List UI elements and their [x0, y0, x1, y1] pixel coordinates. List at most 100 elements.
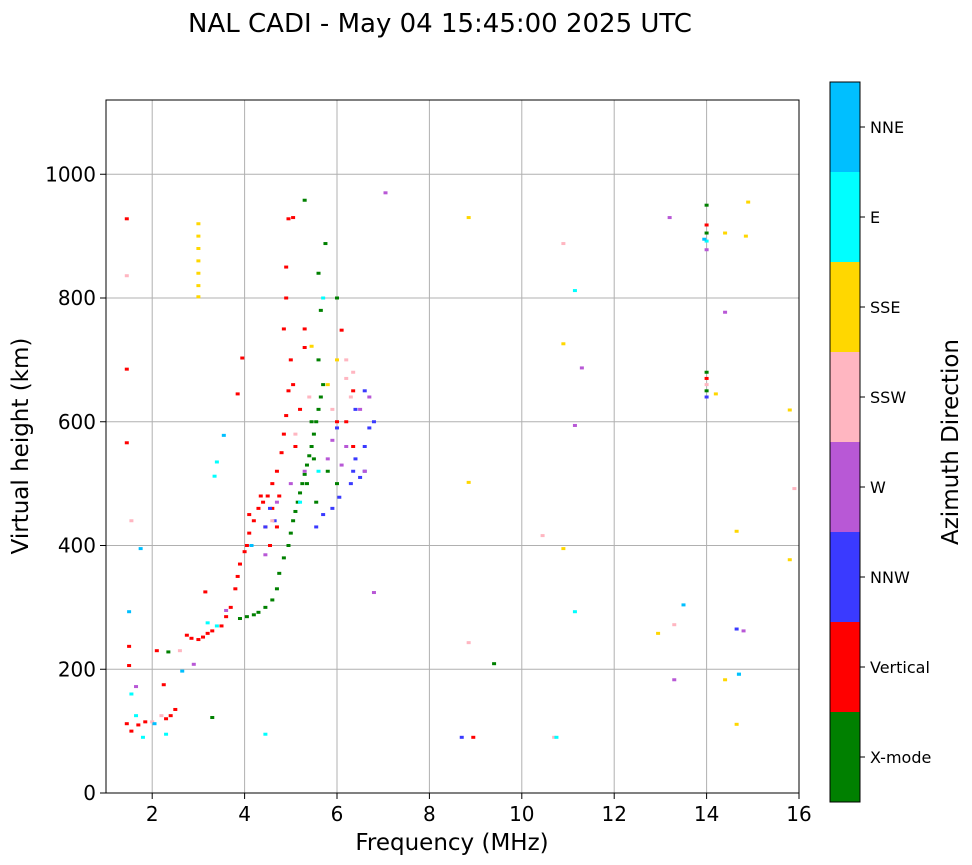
data-point [362, 389, 367, 393]
data-point [371, 420, 376, 424]
data-point [159, 714, 164, 718]
data-point [466, 641, 471, 645]
y-tick-label: 0 [83, 781, 96, 805]
data-point [268, 506, 273, 510]
data-point [348, 482, 353, 486]
data-point [166, 650, 171, 654]
data-point [281, 556, 286, 560]
colorbar-tick-label: SSE [870, 298, 900, 317]
data-point [263, 525, 268, 529]
series-vertical [124, 216, 709, 739]
x-tick-label: 8 [423, 802, 436, 826]
data-point [140, 735, 145, 739]
data-point [561, 547, 566, 551]
colorbar-tick-label: W [870, 478, 886, 497]
data-point [284, 414, 289, 418]
data-point [244, 615, 249, 619]
data-point [344, 420, 349, 424]
data-point [277, 571, 282, 575]
data-point [704, 223, 709, 227]
data-point [161, 683, 166, 687]
data-point [164, 732, 169, 736]
data-point [284, 265, 289, 269]
data-point [792, 487, 797, 491]
x-axis-label: Frequency (MHz) [355, 830, 548, 856]
data-point [311, 432, 316, 436]
data-point [173, 707, 178, 711]
colorbar-segment [830, 712, 860, 802]
data-point [307, 454, 312, 458]
data-point [704, 376, 709, 380]
data-point [325, 383, 330, 387]
x-tick-label: 2 [146, 802, 159, 826]
data-point [224, 608, 229, 612]
data-point [330, 506, 335, 510]
data-point [184, 633, 189, 637]
data-point [201, 635, 206, 639]
data-point [270, 506, 275, 510]
series-nne [127, 237, 741, 726]
data-point [298, 491, 303, 495]
data-point [314, 500, 319, 504]
data-point [242, 550, 247, 554]
data-point [787, 408, 792, 412]
data-point [270, 598, 275, 602]
data-point [351, 370, 356, 374]
y-axis-label: Virtual height (km) [8, 338, 34, 555]
data-point [268, 544, 273, 547]
data-points [124, 191, 797, 739]
data-point [129, 729, 134, 733]
data-point [704, 383, 709, 387]
data-point [191, 662, 196, 666]
data-point [196, 222, 201, 226]
data-point [291, 519, 296, 523]
data-point [371, 591, 376, 595]
data-point [353, 407, 358, 411]
data-point [251, 613, 256, 617]
data-point [579, 366, 584, 370]
data-point [237, 562, 242, 566]
data-point [295, 500, 300, 504]
data-point [561, 242, 566, 246]
data-point [335, 426, 339, 430]
data-point [302, 198, 307, 202]
data-point [288, 358, 293, 362]
data-point [263, 732, 268, 736]
data-point [293, 445, 298, 448]
data-point [274, 500, 279, 504]
azimuth-colorbar: X-mode Vertical NNW W SSW SSE E NNE [829, 81, 931, 803]
data-point [196, 234, 201, 238]
data-point [205, 631, 210, 635]
data-point [681, 603, 686, 607]
data-point [277, 494, 282, 498]
data-point [314, 525, 319, 529]
data-point [136, 723, 141, 727]
data-point [540, 534, 545, 538]
data-point [314, 420, 319, 424]
data-point [734, 529, 739, 533]
data-point [124, 217, 129, 221]
data-point [367, 395, 372, 399]
data-point [358, 475, 363, 479]
chart-title: NAL CADI - May 04 15:45:00 2025 UTC [188, 9, 692, 39]
data-point [351, 389, 356, 393]
data-point [152, 722, 157, 726]
data-point [205, 621, 210, 625]
data-point [249, 544, 254, 547]
data-point [212, 474, 217, 478]
x-tick-label: 16 [786, 802, 811, 826]
colorbar-segment [830, 82, 860, 172]
data-point [318, 395, 323, 399]
data-point [235, 392, 240, 396]
data-point [362, 469, 367, 473]
data-point [723, 310, 728, 314]
data-point [240, 356, 245, 360]
data-point [302, 469, 307, 473]
colorbar-label: Azimuth Direction [938, 339, 964, 545]
data-point [196, 259, 201, 263]
data-point [358, 407, 363, 411]
data-point [367, 426, 372, 430]
x-tick-label: 6 [331, 802, 344, 826]
data-point [134, 685, 139, 689]
